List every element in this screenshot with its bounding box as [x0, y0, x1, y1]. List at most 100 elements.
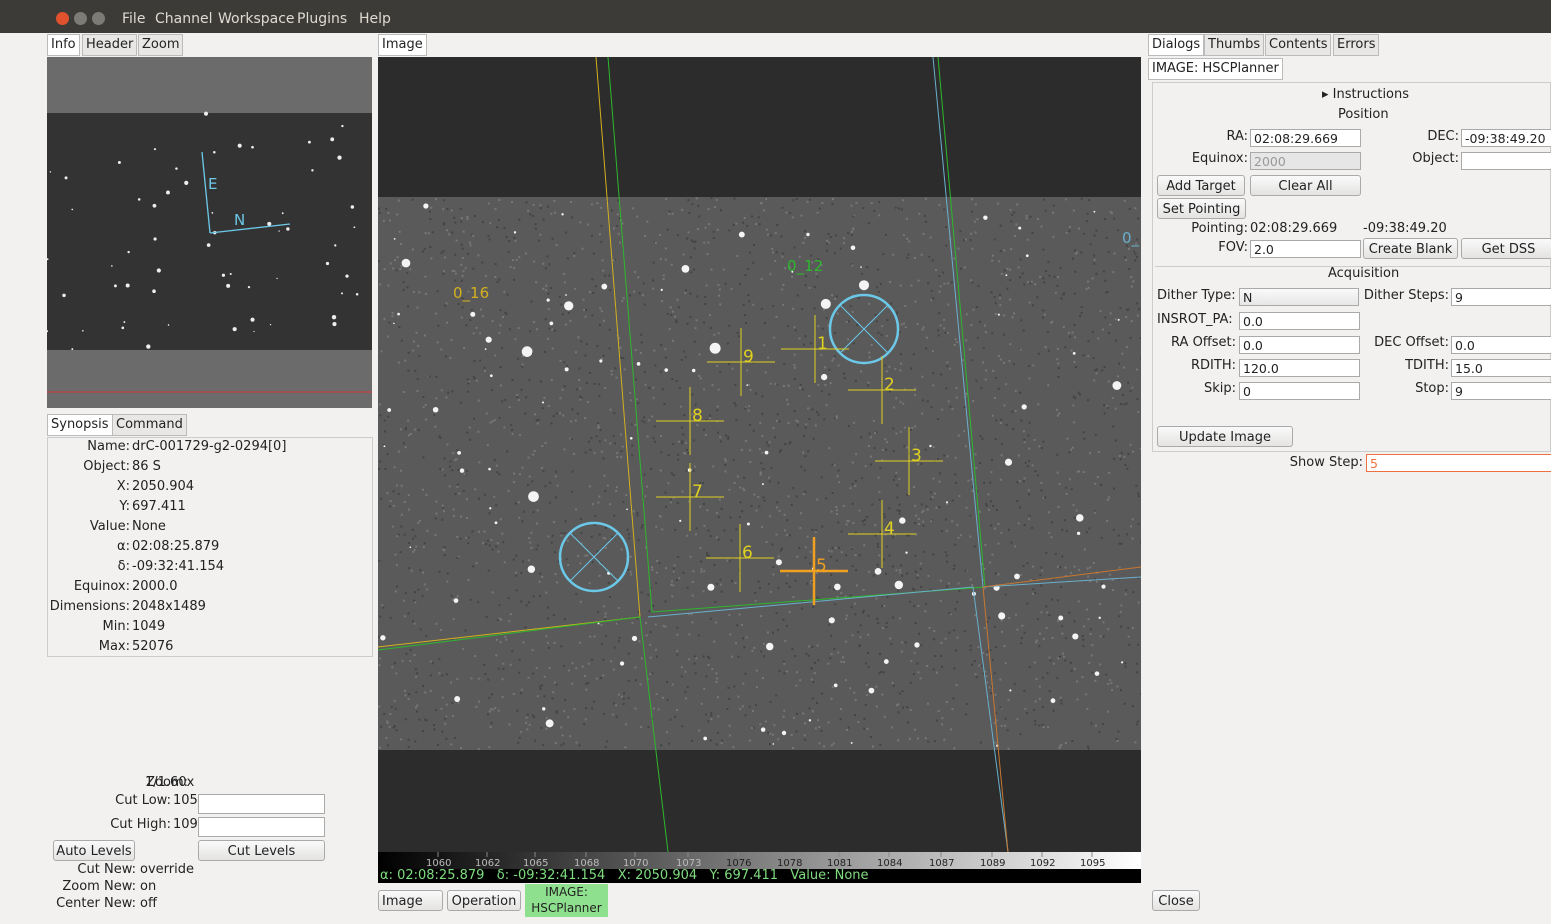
noise [879, 282, 882, 285]
menu-item[interactable]: Plugins [297, 11, 348, 27]
noise [508, 240, 511, 243]
field-input[interactable]: -09:38:49.20 [1461, 129, 1551, 147]
field-input[interactable]: 2.0 [1250, 240, 1361, 258]
noise [706, 253, 709, 256]
menu-item[interactable]: Workspace [218, 11, 295, 27]
noise [1009, 279, 1012, 282]
field-input[interactable]: 0.0 [1239, 336, 1360, 354]
noise [648, 386, 651, 389]
field-input[interactable]: 2000 [1250, 152, 1361, 170]
noise [726, 708, 729, 711]
noise [1100, 536, 1103, 539]
field-input[interactable]: 120.0 [1239, 359, 1360, 377]
noise [815, 701, 818, 704]
noise [600, 224, 603, 227]
field-input[interactable]: 15.0 [1451, 359, 1551, 377]
noise [438, 658, 441, 661]
plugin-button[interactable]: IMAGE: HSCPlanner [525, 884, 608, 917]
field-input[interactable]: 02:08:29.669 [1250, 129, 1361, 147]
field-input[interactable]: 9 [1451, 382, 1551, 400]
noise [632, 510, 635, 513]
field-input[interactable] [1461, 152, 1551, 170]
right-tab[interactable]: Thumbs [1204, 34, 1265, 56]
star [629, 436, 633, 440]
noise [442, 208, 445, 211]
noise [518, 658, 521, 661]
field-input[interactable]: 9 [1451, 288, 1551, 306]
noise [692, 570, 695, 573]
instructions[interactable]: ▸ Instructions [1322, 87, 1410, 102]
auto-levels-button[interactable]: Auto Levels [53, 840, 135, 861]
left-tab[interactable]: Zoom [138, 34, 184, 56]
field-input[interactable]: 0 [1239, 382, 1360, 400]
menu-item[interactable]: File [122, 11, 146, 27]
right-tab[interactable]: Dialogs [1148, 34, 1205, 56]
plugin-tab[interactable]: IMAGE: HSCPlanner [1148, 58, 1283, 80]
noise [618, 636, 621, 639]
noise [1015, 223, 1018, 226]
close-window[interactable] [56, 12, 69, 25]
menu-item[interactable]: Channel [155, 11, 213, 27]
noise [444, 474, 447, 477]
cut-low-input[interactable] [198, 794, 325, 814]
noise [546, 641, 549, 644]
noise [640, 333, 643, 336]
cut-high-input[interactable] [198, 817, 325, 837]
left-tab[interactable]: Header [82, 34, 138, 56]
noise [845, 554, 848, 557]
update-image-button[interactable]: Update Image [1157, 426, 1293, 447]
noise [799, 386, 802, 389]
noise [514, 502, 517, 505]
noise [1094, 679, 1097, 682]
noise [800, 607, 803, 610]
noise [1125, 244, 1128, 247]
right-tab[interactable]: Errors [1333, 34, 1380, 56]
close-button[interactable]: Close [1152, 890, 1200, 911]
field-input[interactable]: 0.0 [1451, 336, 1551, 354]
field-input[interactable]: N [1239, 288, 1359, 306]
noise [795, 197, 798, 200]
noise [604, 490, 607, 493]
noise [571, 408, 574, 411]
noise [834, 332, 837, 335]
noise [652, 261, 655, 264]
field-input[interactable]: 0.0 [1239, 312, 1360, 330]
noise [826, 239, 829, 242]
noise [857, 296, 860, 299]
noise [948, 612, 951, 615]
noise [694, 327, 697, 330]
star [393, 238, 396, 240]
noise [386, 720, 389, 723]
right-tab[interactable]: Contents [1265, 34, 1332, 56]
cut-levels-button[interactable]: Cut Levels [198, 840, 325, 861]
noise [574, 419, 577, 422]
synopsis-tab[interactable]: Command [112, 414, 187, 436]
noise [969, 239, 972, 242]
noise [835, 559, 838, 562]
maximize-window[interactable] [92, 12, 105, 25]
left-tab[interactable]: Info [47, 34, 80, 56]
synopsis-tab[interactable]: Synopsis [47, 414, 113, 436]
noise [818, 207, 821, 210]
button[interactable]: Get DSS [1461, 238, 1551, 259]
operation-button[interactable]: Operation [447, 890, 521, 911]
button[interactable]: Add Target [1157, 175, 1245, 196]
noise [955, 649, 958, 652]
button[interactable]: Create Blank [1363, 238, 1458, 259]
minimize-window[interactable] [74, 12, 87, 25]
noise [979, 741, 982, 744]
image-tab[interactable]: Image [378, 34, 427, 56]
button[interactable]: Clear All [1250, 175, 1361, 196]
field-input[interactable]: 5 [1366, 454, 1551, 472]
noise [1119, 625, 1122, 628]
image-select[interactable]: Image [378, 890, 443, 911]
noise [501, 678, 504, 681]
noise [502, 667, 505, 670]
noise [1007, 699, 1010, 702]
button[interactable]: Set Pointing [1157, 198, 1246, 219]
noise [1012, 428, 1015, 431]
noise [441, 506, 444, 509]
menu-item[interactable]: Help [359, 11, 391, 27]
noise [525, 716, 528, 719]
noise [1136, 397, 1139, 400]
